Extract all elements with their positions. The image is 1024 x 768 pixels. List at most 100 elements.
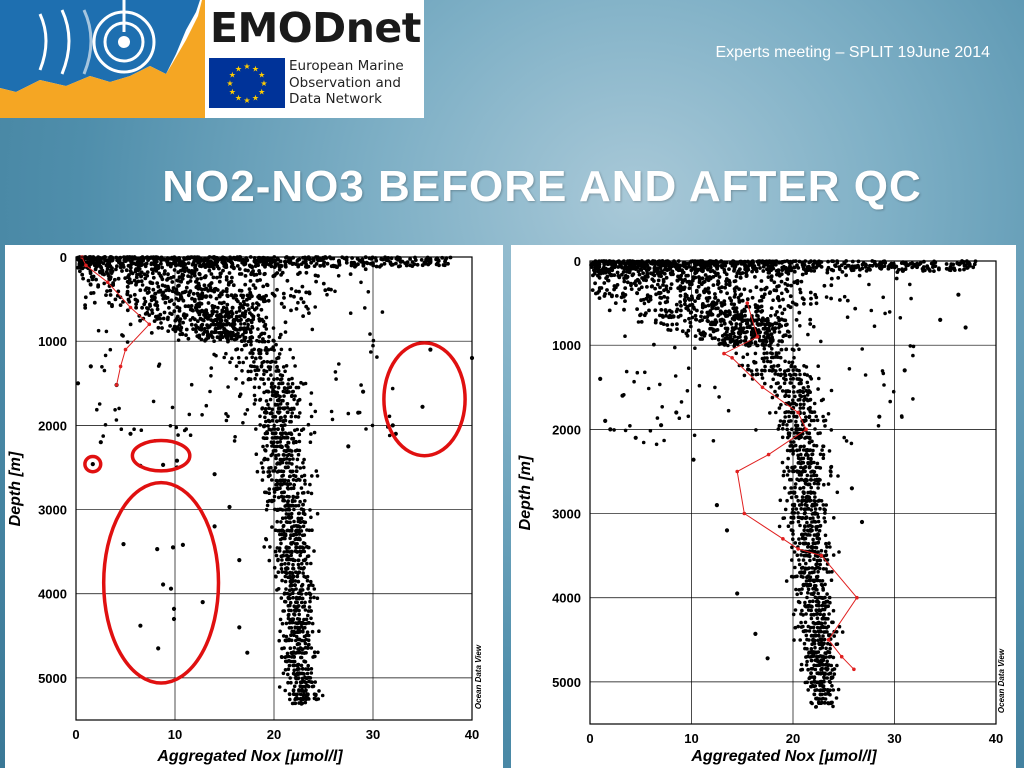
data-point bbox=[245, 257, 249, 262]
outlier-point bbox=[171, 606, 177, 611]
data-point bbox=[285, 528, 290, 533]
data-point bbox=[107, 276, 111, 281]
data-point bbox=[257, 334, 262, 339]
data-point bbox=[720, 285, 724, 290]
data-point bbox=[143, 288, 148, 292]
data-point bbox=[829, 470, 833, 474]
data-point bbox=[899, 261, 904, 265]
data-point bbox=[266, 402, 270, 407]
data-point bbox=[284, 634, 289, 639]
data-point bbox=[273, 264, 278, 268]
data-point bbox=[797, 537, 801, 541]
data-point bbox=[292, 524, 296, 528]
data-point bbox=[258, 351, 262, 356]
data-point bbox=[117, 406, 121, 411]
data-point bbox=[640, 276, 644, 280]
data-point bbox=[277, 546, 282, 550]
data-point bbox=[359, 383, 363, 387]
data-point bbox=[286, 561, 291, 566]
data-point bbox=[305, 578, 310, 583]
data-point bbox=[281, 389, 286, 394]
data-point bbox=[289, 549, 294, 554]
data-point bbox=[113, 408, 117, 412]
data-point bbox=[251, 269, 256, 273]
data-point bbox=[90, 257, 95, 262]
data-point bbox=[660, 269, 664, 274]
data-point bbox=[310, 684, 315, 689]
data-point bbox=[748, 289, 753, 293]
data-point bbox=[296, 516, 301, 521]
data-point bbox=[309, 414, 314, 419]
data-point bbox=[807, 629, 812, 633]
data-point bbox=[276, 528, 280, 533]
data-point bbox=[291, 562, 295, 567]
emodnet-wordmark: EMODnet bbox=[210, 4, 421, 52]
plot-after-qc: 0 10 20 30 40 0 1000 2000 3000 4000 5000 Aggregate… bbox=[511, 245, 1016, 768]
qc-annotations bbox=[83, 341, 467, 685]
data-point bbox=[804, 579, 809, 583]
data-point bbox=[282, 592, 287, 596]
data-point bbox=[877, 265, 882, 270]
data-point bbox=[293, 394, 297, 398]
data-point bbox=[297, 617, 302, 621]
data-point bbox=[292, 684, 297, 689]
data-point bbox=[219, 331, 223, 336]
logo-subtitle-line: Data Network bbox=[289, 91, 382, 107]
data-point bbox=[172, 309, 177, 314]
data-point bbox=[286, 680, 290, 685]
data-point bbox=[593, 281, 597, 286]
data-point bbox=[254, 356, 258, 361]
data-point bbox=[623, 263, 628, 268]
data-point bbox=[313, 680, 318, 684]
data-point bbox=[415, 262, 420, 267]
data-point bbox=[804, 365, 809, 369]
data-point bbox=[317, 689, 321, 693]
data-point bbox=[280, 431, 285, 435]
data-point bbox=[287, 588, 292, 592]
data-point bbox=[807, 465, 812, 470]
data-point bbox=[306, 490, 310, 495]
data-point bbox=[918, 261, 923, 266]
data-point bbox=[732, 317, 737, 322]
data-point bbox=[792, 269, 797, 274]
data-point bbox=[194, 279, 198, 284]
data-point bbox=[213, 318, 217, 322]
data-point bbox=[189, 382, 194, 387]
y-axis-label: Depth [m] bbox=[7, 451, 24, 526]
data-point bbox=[823, 519, 827, 524]
data-point bbox=[963, 263, 968, 267]
data-point bbox=[191, 291, 196, 296]
data-point bbox=[808, 302, 813, 306]
data-point bbox=[368, 261, 373, 266]
data-point bbox=[262, 372, 266, 376]
data-point bbox=[768, 290, 773, 294]
data-point bbox=[781, 422, 785, 427]
data-point bbox=[610, 268, 614, 272]
data-point bbox=[289, 469, 294, 474]
data-point bbox=[221, 289, 226, 294]
data-point bbox=[303, 675, 307, 680]
data-point bbox=[285, 591, 290, 596]
data-point bbox=[602, 281, 607, 285]
data-point bbox=[310, 680, 314, 684]
data-point bbox=[820, 607, 825, 612]
data-point bbox=[275, 440, 280, 445]
data-point bbox=[281, 609, 285, 613]
data-point bbox=[807, 423, 812, 427]
data-point bbox=[777, 423, 782, 428]
data-point bbox=[616, 265, 621, 269]
data-point bbox=[782, 318, 786, 322]
data-point bbox=[820, 666, 824, 671]
data-point bbox=[830, 675, 835, 679]
data-point bbox=[125, 289, 130, 294]
data-point bbox=[711, 283, 716, 287]
data-point bbox=[222, 327, 227, 331]
data-point bbox=[277, 638, 282, 643]
data-point bbox=[291, 671, 296, 676]
data-point bbox=[639, 268, 643, 272]
data-point bbox=[147, 313, 152, 317]
data-point bbox=[734, 285, 738, 290]
data-point bbox=[805, 595, 809, 600]
data-point bbox=[705, 263, 710, 268]
data-point bbox=[776, 315, 781, 320]
